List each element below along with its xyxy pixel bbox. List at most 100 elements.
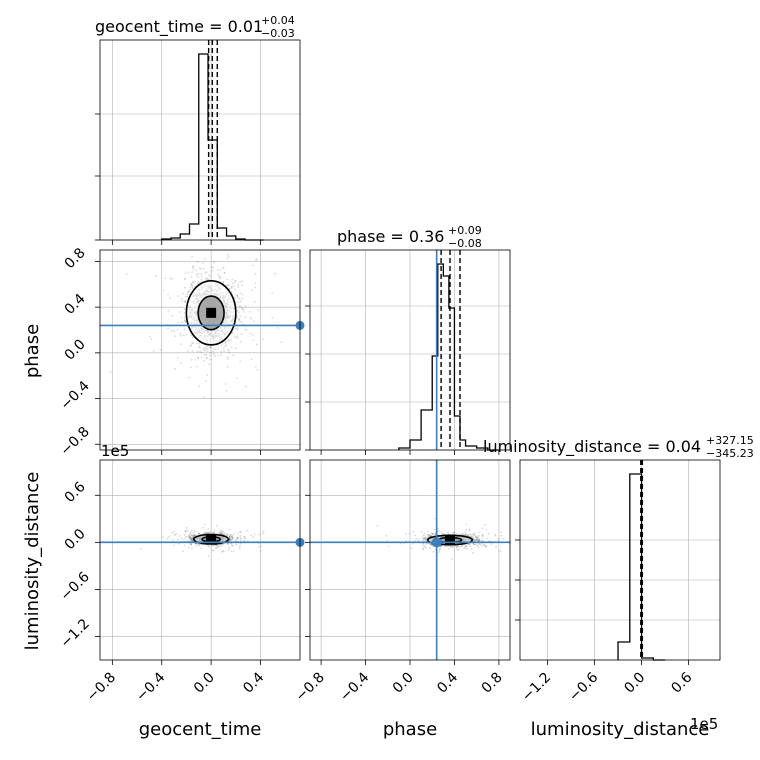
x-tick-label: −0.4: [337, 669, 372, 704]
sample-point: [209, 346, 212, 349]
sample-point: [239, 534, 242, 537]
sample-point: [212, 544, 215, 547]
sample-point: [196, 276, 199, 278]
sample-point: [178, 311, 181, 313]
sample-point: [253, 320, 256, 323]
sample-point: [236, 294, 239, 297]
sample-point: [222, 266, 225, 269]
sample-point: [230, 538, 233, 541]
sample-point: [232, 544, 234, 547]
sample-point: [414, 534, 416, 537]
sample-point: [274, 272, 277, 275]
sample-point: [219, 275, 222, 278]
sample-point: [239, 360, 242, 363]
sample-point: [236, 536, 239, 539]
sample-point: [425, 543, 428, 545]
sample-point: [255, 258, 258, 261]
sample-point: [185, 526, 188, 529]
sample-point: [219, 545, 222, 548]
sample-point: [181, 321, 184, 323]
sample-point: [226, 253, 229, 256]
sample-point: [481, 536, 484, 538]
sample-point: [222, 347, 225, 350]
sample-point: [189, 536, 192, 539]
sample-point: [223, 533, 226, 536]
sample-point: [245, 329, 248, 332]
sample-point: [238, 320, 241, 322]
sample-point: [422, 548, 424, 551]
sample-point: [280, 341, 283, 343]
sample-point: [230, 285, 233, 288]
sample-point: [190, 538, 193, 541]
x-tick-label: −0.8: [293, 670, 328, 705]
sample-point: [212, 266, 215, 269]
y-tick-label: 0.0: [62, 526, 89, 553]
sample-point: [215, 547, 218, 549]
sample-point: [177, 539, 179, 541]
sample-point: [188, 537, 191, 540]
sample-point: [190, 543, 192, 545]
sample-point: [224, 532, 226, 535]
sample-point: [498, 537, 500, 540]
sample-point: [405, 532, 408, 535]
sample-point: [190, 344, 193, 346]
sample-point: [231, 534, 234, 537]
sample-point: [235, 543, 237, 546]
sample-point: [405, 539, 408, 542]
sample-point: [172, 539, 175, 541]
xlabel-geocent-time: geocent_time: [139, 719, 262, 740]
sample-point: [205, 532, 208, 534]
sample-point: [171, 314, 174, 317]
sample-point: [236, 327, 239, 330]
sample-point: [238, 317, 241, 320]
sample-point: [206, 348, 209, 350]
sample-point: [225, 341, 228, 343]
x-tick-label: 0.0: [621, 670, 648, 697]
density-peak: [445, 535, 455, 545]
sample-point: [204, 349, 207, 352]
sample-point: [219, 531, 221, 534]
sample-point: [245, 385, 247, 388]
sample-point: [203, 267, 205, 270]
sample-point: [221, 550, 224, 552]
sample-point: [239, 292, 242, 295]
sample-point: [497, 539, 500, 542]
sample-point: [236, 337, 239, 340]
sample-point: [235, 335, 238, 338]
y-tick-label: 0.0: [62, 336, 89, 363]
sample-point: [258, 546, 260, 548]
sample-point: [450, 546, 452, 549]
sample-point: [227, 548, 230, 551]
sample-point: [231, 537, 234, 540]
sample-point: [212, 531, 215, 534]
sample-point: [204, 271, 207, 274]
sample-point: [240, 537, 242, 540]
sample-point: [444, 545, 447, 547]
x-tick-label: 0.4: [240, 669, 267, 696]
sample-point: [190, 276, 193, 278]
sample-point: [494, 533, 496, 536]
y-tick-label: 0.6: [62, 479, 89, 506]
sample-point: [476, 539, 479, 542]
sample-point: [420, 531, 423, 534]
sample-point: [170, 329, 173, 332]
sample-point: [181, 550, 184, 553]
sample-point: [109, 371, 112, 373]
sample-point: [200, 547, 203, 550]
sample-point: [243, 536, 246, 539]
sample-point: [197, 282, 200, 285]
sample-point: [183, 328, 186, 331]
sample-point: [169, 277, 172, 280]
sample-point: [192, 268, 195, 270]
sample-point: [255, 343, 258, 346]
sample-point: [231, 536, 234, 538]
sample-point: [191, 537, 194, 540]
sample-point: [461, 532, 464, 535]
sample-point: [206, 374, 209, 376]
sample-point: [212, 550, 215, 552]
sample-point: [190, 538, 193, 540]
x-tick-label: 0.0: [390, 670, 417, 697]
sample-point: [204, 380, 207, 382]
sample-point: [205, 357, 208, 359]
sample-point: [453, 531, 456, 534]
